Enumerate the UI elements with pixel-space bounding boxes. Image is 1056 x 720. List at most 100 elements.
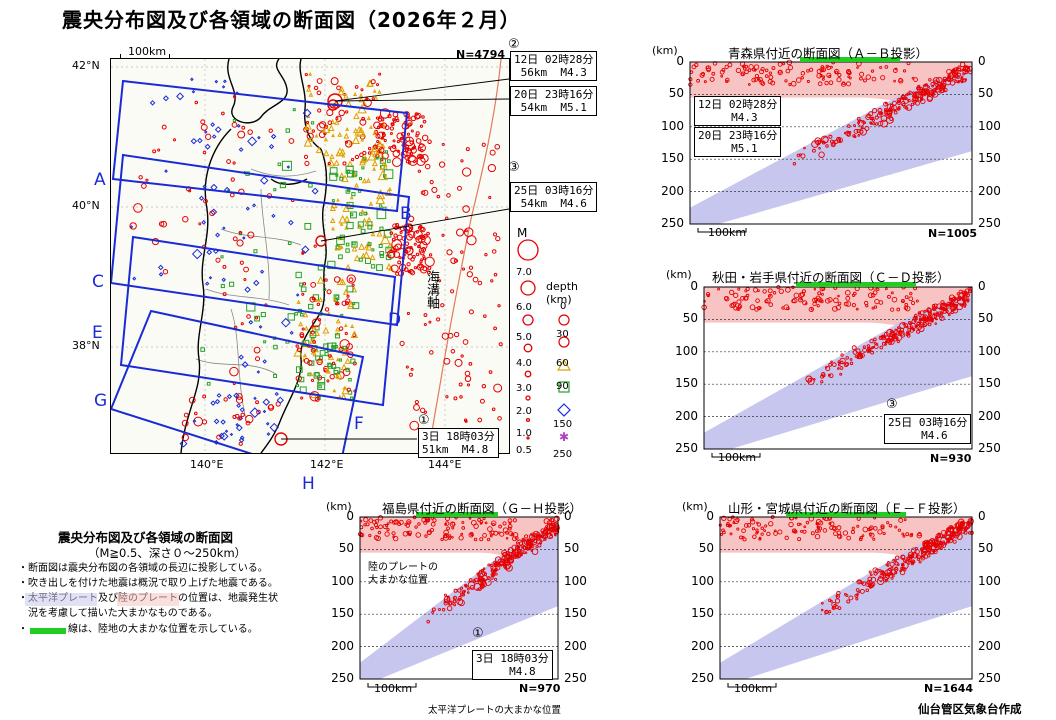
section-hypocenter [530,536,536,542]
epicenter-marker [363,98,372,108]
section-hypocenter [494,556,502,563]
epicenter-marker [303,137,313,147]
section-hypocenter [741,528,746,534]
section-hypocenter [745,293,750,298]
section-hypocenter [541,534,545,538]
section-hypocenter [842,530,849,536]
epicenter-marker [309,331,317,338]
section-hypocenter [949,531,954,536]
epicenter-marker [232,236,238,242]
section-hypocenter [553,515,560,522]
epicenter-marker [371,248,375,252]
depth-tick-label: 50 [668,86,684,101]
epicenter-marker [381,118,385,122]
legend-depth-60-symbol [556,358,572,371]
epicenter-marker [301,327,305,331]
epicenter-marker [288,219,294,226]
section-hypocenter [818,520,824,526]
section-hypocenter [910,560,914,565]
section-hypocenter [749,304,756,311]
section-hypocenter [954,522,960,528]
section-hypocenter [955,531,961,537]
section-hypocenter [894,328,898,332]
section-hypocenter [788,521,794,528]
credit-label: 仙台管区気象台作成 [918,702,1022,716]
section-hypocenter [886,110,893,116]
epicenter-marker [387,159,391,163]
epicenter-marker [215,232,221,238]
section-hypocenter [802,300,808,306]
section-hypocenter [927,322,932,327]
epicenter-marker [489,149,496,156]
section-hypocenter [951,530,955,534]
section-hypocenter [845,301,852,307]
section-hypocenter [915,299,919,303]
depth-tick-label: 0 [978,54,986,68]
section-hypocenter [705,291,711,297]
section-hypocenter [926,95,933,103]
epicenter-marker [194,411,198,416]
section-hypocenter [836,136,841,142]
epicenter-marker [138,175,143,180]
epicenter-marker [191,89,196,94]
epicenter-marker [329,374,335,380]
epicenter-marker [345,140,353,148]
epicenter-marker [392,119,397,123]
section-hypocenter [820,299,824,304]
section-hypocenter [798,292,804,298]
epicenter-marker [314,396,320,402]
section-hypocenter [845,356,849,360]
section-hypocenter [363,523,367,527]
section-hypocenter [815,522,819,526]
epicenter-marker [350,158,355,162]
section-hypocenter [928,78,932,82]
epicenter-marker [370,231,376,237]
section-hypocenter [760,66,765,72]
section-hypocenter [803,525,807,529]
section-hypocenter [806,69,810,73]
section-hypocenter [862,345,866,349]
section-hypocenter [696,78,701,83]
section-hypocenter [952,308,959,314]
section-hypocenter [378,524,383,530]
section-hypocenter [372,519,377,525]
epicenter-marker [441,142,445,146]
section-hypocenter [768,74,774,80]
epicenter-marker [376,264,383,271]
section-hypocenter [446,597,451,601]
section-hypocenter [494,577,498,581]
section-hypocenter [870,69,875,73]
section-hypocenter [918,325,925,333]
section-hypocenter [861,120,865,124]
epicenter-marker [377,131,385,139]
section-hypocenter [941,543,947,548]
pacific-plate-note: 太平洋プレートの大まかな位置 [428,705,562,716]
section-hypocenter [859,535,863,540]
section-hypocenter [905,93,908,97]
epicenter-marker [352,127,359,134]
epicenter-marker [302,281,307,286]
section-hypocenter [764,68,769,73]
section-hypocenter [461,590,466,594]
epicenter-marker [324,278,328,282]
epicenter-marker [335,173,339,177]
epicenter-marker [305,120,310,125]
epicenter-marker [229,192,235,198]
section-hypocenter [893,79,896,83]
section-hypocenter [947,313,951,317]
section-hypocenter [818,151,825,158]
section-hypocenter [964,70,968,75]
epicenter-marker [202,184,207,189]
epicenter-marker [466,271,473,278]
section-hypocenter [961,68,965,72]
depth-tick-label: 50 [564,541,580,556]
section-hypocenter [705,65,712,72]
section-hypocenter [821,77,825,81]
epicenter-marker [254,356,261,362]
section-hypocenter [859,71,865,77]
epicenter-marker [309,391,320,402]
epicenter-marker [359,158,366,166]
section-boxes [111,79,411,453]
epicenter-marker [232,95,237,99]
depth-tick-label: 100 [661,118,684,133]
